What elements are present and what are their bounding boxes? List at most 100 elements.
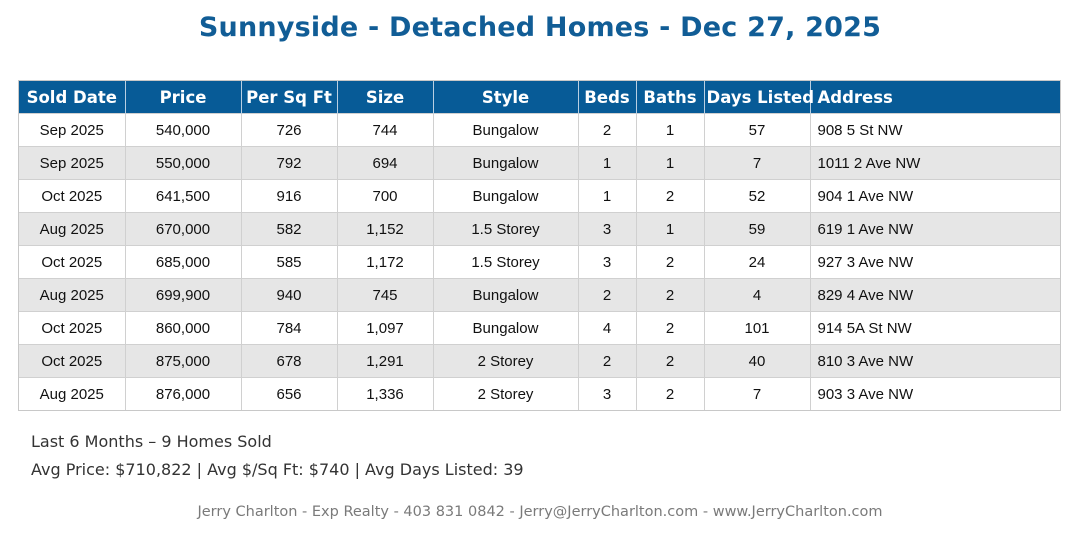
cell-baths: 2 xyxy=(636,179,705,213)
cell-per-sq-ft: 678 xyxy=(241,344,338,378)
cell-address: 914 5A St NW xyxy=(810,311,1060,345)
cell-days-listed: 4 xyxy=(704,278,811,312)
cell-size: 1,172 xyxy=(337,245,434,279)
cell-baths: 2 xyxy=(636,377,705,410)
table-row: Aug 2025 876,000 656 1,336 2 Storey 3 2 7 903 3 … xyxy=(19,377,1060,410)
cell-price: 540,000 xyxy=(125,113,242,147)
table-row: Oct 2025 685,000 585 1,172 1.5 Storey 3 2 24 927… xyxy=(19,245,1060,279)
cell-days-listed: 24 xyxy=(704,245,811,279)
cell-beds: 2 xyxy=(578,344,637,378)
cell-address: 904 1 Ave NW xyxy=(810,179,1060,213)
column-header-sold-date: Sold Date xyxy=(19,81,126,114)
cell-days-listed: 52 xyxy=(704,179,811,213)
cell-sold-date: Oct 2025 xyxy=(19,344,126,378)
cell-sold-date: Oct 2025 xyxy=(19,245,126,279)
cell-size: 1,152 xyxy=(337,212,434,246)
cell-size: 1,291 xyxy=(337,344,434,378)
cell-baths: 2 xyxy=(636,278,705,312)
cell-days-listed: 59 xyxy=(704,212,811,246)
column-header-size: Size xyxy=(337,81,434,114)
cell-size: 700 xyxy=(337,179,434,213)
cell-beds: 4 xyxy=(578,311,637,345)
cell-style: 1.5 Storey xyxy=(433,212,579,246)
cell-baths: 2 xyxy=(636,245,705,279)
cell-days-listed: 7 xyxy=(704,146,811,180)
table-row: Oct 2025 641,500 916 700 Bungalow 1 2 52 904 1 A… xyxy=(19,179,1060,213)
cell-style: 2 Storey xyxy=(433,377,579,410)
cell-size: 745 xyxy=(337,278,434,312)
cell-days-listed: 7 xyxy=(704,377,811,410)
cell-address: 908 5 St NW xyxy=(810,113,1060,147)
cell-per-sq-ft: 916 xyxy=(241,179,338,213)
cell-size: 1,336 xyxy=(337,377,434,410)
cell-size: 744 xyxy=(337,113,434,147)
cell-size: 1,097 xyxy=(337,311,434,345)
column-header-price: Price xyxy=(125,81,242,114)
cell-per-sq-ft: 792 xyxy=(241,146,338,180)
cell-price: 860,000 xyxy=(125,311,242,345)
page-title: Sunnyside - Detached Homes - Dec 27, 202… xyxy=(198,12,882,43)
cell-style: 2 Storey xyxy=(433,344,579,378)
table-row: Sep 2025 550,000 792 694 Bungalow 1 1 7 1011 2 A… xyxy=(19,146,1060,180)
cell-beds: 3 xyxy=(578,245,637,279)
cell-beds: 3 xyxy=(578,212,637,246)
column-header-baths: Baths xyxy=(636,81,705,114)
cell-per-sq-ft: 784 xyxy=(241,311,338,345)
cell-price: 876,000 xyxy=(125,377,242,410)
footer-contact: Jerry Charlton - Exp Realty - 403 831 08… xyxy=(197,504,883,520)
cell-sold-date: Sep 2025 xyxy=(19,113,126,147)
cell-per-sq-ft: 656 xyxy=(241,377,338,410)
column-header-days-listed: Days Listed xyxy=(704,81,814,114)
cell-days-listed: 101 xyxy=(704,311,811,345)
cell-days-listed: 57 xyxy=(704,113,811,147)
cell-per-sq-ft: 585 xyxy=(241,245,338,279)
cell-price: 550,000 xyxy=(125,146,242,180)
cell-sold-date: Aug 2025 xyxy=(19,278,126,312)
cell-beds: 2 xyxy=(578,113,637,147)
cell-style: Bungalow xyxy=(433,278,579,312)
cell-beds: 3 xyxy=(578,377,637,410)
cell-beds: 2 xyxy=(578,278,637,312)
cell-address: 829 4 Ave NW xyxy=(810,278,1060,312)
cell-price: 641,500 xyxy=(125,179,242,213)
table-row: Aug 2025 699,900 940 745 Bungalow 2 2 4 829 4 Av… xyxy=(19,278,1060,312)
cell-size: 694 xyxy=(337,146,434,180)
cell-per-sq-ft: 726 xyxy=(241,113,338,147)
cell-address: 903 3 Ave NW xyxy=(810,377,1060,410)
cell-sold-date: Sep 2025 xyxy=(19,146,126,180)
cell-style: Bungalow xyxy=(433,146,579,180)
table-row: Aug 2025 670,000 582 1,152 1.5 Storey 3 1 59 619… xyxy=(19,212,1060,246)
summary-count: Last 6 Months – 9 Homes Sold xyxy=(31,432,272,451)
cell-price: 685,000 xyxy=(125,245,242,279)
cell-sold-date: Aug 2025 xyxy=(19,212,126,246)
summary: Last 6 Months – 9 Homes Sold Avg Price: … xyxy=(31,428,524,484)
cell-address: 1011 2 Ave NW xyxy=(810,146,1060,180)
cell-style: 1.5 Storey xyxy=(433,245,579,279)
column-header-style: Style xyxy=(433,81,579,114)
table-row: Oct 2025 860,000 784 1,097 Bungalow 4 2 101 914 … xyxy=(19,311,1060,345)
cell-style: Bungalow xyxy=(433,311,579,345)
cell-baths: 1 xyxy=(636,113,705,147)
summary-averages: Avg Price: $710,822 | Avg $/Sq Ft: $740 … xyxy=(31,460,524,479)
table-header-row: Sold Date Price Per Sq Ft Size Style Bed… xyxy=(19,81,1060,114)
column-header-address: Address xyxy=(810,81,1060,114)
cell-price: 875,000 xyxy=(125,344,242,378)
cell-price: 699,900 xyxy=(125,278,242,312)
cell-per-sq-ft: 940 xyxy=(241,278,338,312)
cell-sold-date: Aug 2025 xyxy=(19,377,126,410)
table-row: Oct 2025 875,000 678 1,291 2 Storey 2 2 40 810 3… xyxy=(19,344,1060,378)
cell-per-sq-ft: 582 xyxy=(241,212,338,246)
cell-address: 619 1 Ave NW xyxy=(810,212,1060,246)
cell-baths: 1 xyxy=(636,146,705,180)
table-row: Sep 2025 540,000 726 744 Bungalow 2 1 57 908 5 S… xyxy=(19,113,1060,147)
column-header-beds: Beds xyxy=(578,81,637,114)
cell-baths: 2 xyxy=(636,344,705,378)
cell-beds: 1 xyxy=(578,179,637,213)
cell-style: Bungalow xyxy=(433,113,579,147)
cell-days-listed: 40 xyxy=(704,344,811,378)
cell-address: 810 3 Ave NW xyxy=(810,344,1060,378)
cell-address: 927 3 Ave NW xyxy=(810,245,1060,279)
cell-baths: 2 xyxy=(636,311,705,345)
cell-sold-date: Oct 2025 xyxy=(19,311,126,345)
column-header-per-sq-ft: Per Sq Ft xyxy=(241,81,338,114)
